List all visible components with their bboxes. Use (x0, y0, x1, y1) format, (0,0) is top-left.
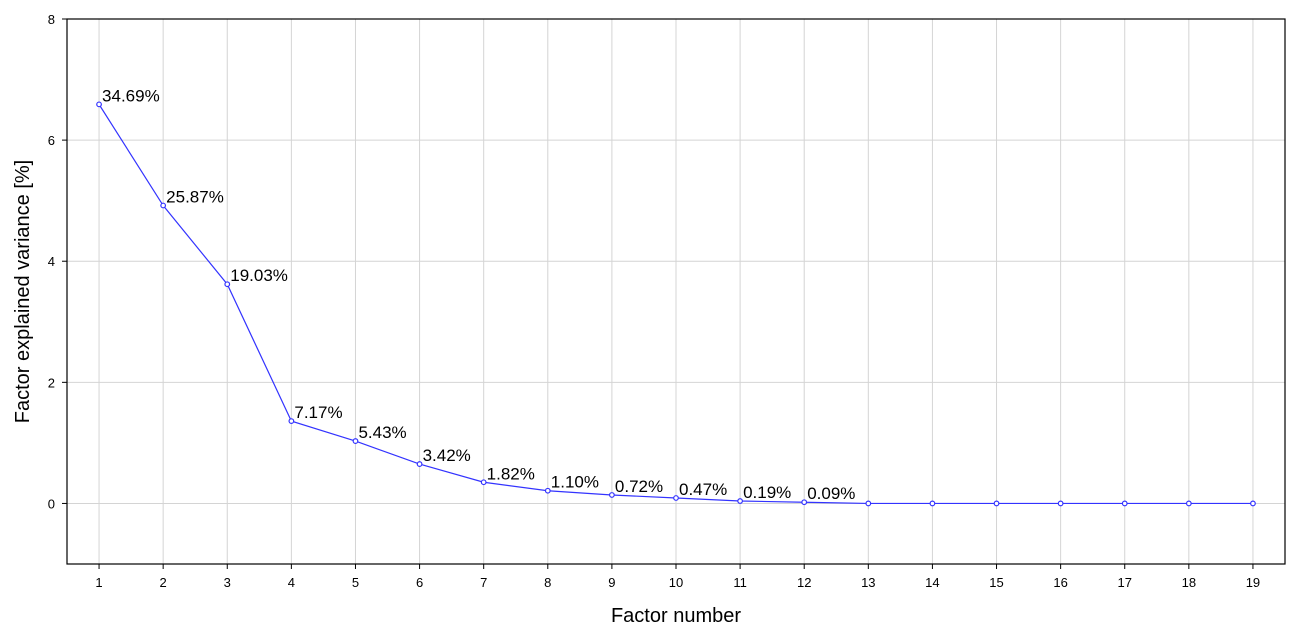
y-tick-label: 0 (48, 496, 55, 511)
data-label: 25.87% (166, 188, 224, 207)
x-tick-label: 9 (608, 575, 615, 590)
x-tick-label: 14 (925, 575, 939, 590)
data-point (1121, 500, 1128, 507)
data-point (224, 281, 231, 288)
x-tick-label: 2 (160, 575, 167, 590)
data-label: 0.47% (679, 480, 727, 499)
data-point (1057, 500, 1064, 507)
x-axis-ticks: 1 2 3 4 5 6 7 8 9 10 11 12 13 14 15 16 17 18 19 (95, 564, 1260, 590)
data-point (608, 492, 615, 498)
data-point (416, 461, 423, 467)
y-axis-ticks: 0 2 4 6 8 (48, 12, 67, 511)
data-label: 1.10% (551, 473, 599, 492)
x-tick-label: 8 (544, 575, 551, 590)
data-point (673, 495, 679, 501)
data-label: 0.09% (807, 484, 855, 503)
data-point (544, 487, 551, 494)
x-tick-label: 15 (989, 575, 1003, 590)
data-label: 0.19% (743, 483, 791, 502)
x-tick-label: 4 (288, 575, 295, 590)
x-tick-label: 10 (669, 575, 683, 590)
data-point (1185, 500, 1192, 507)
x-tick-label: 7 (480, 575, 487, 590)
x-tick-label: 17 (1118, 575, 1132, 590)
data-point (480, 479, 487, 486)
data-point (929, 500, 936, 507)
y-tick-label: 8 (48, 12, 55, 27)
x-tick-label: 12 (797, 575, 811, 590)
data-point (288, 418, 295, 424)
data-label: 3.42% (423, 446, 471, 465)
x-tick-label: 18 (1182, 575, 1196, 590)
data-label: 7.17% (294, 403, 342, 422)
grid-lines (67, 18, 1285, 564)
x-tick-label: 6 (416, 575, 423, 590)
data-label: 5.43% (358, 423, 406, 442)
data-point (993, 500, 1000, 507)
data-point (352, 438, 359, 444)
data-point (865, 500, 872, 507)
x-tick-label: 1 (95, 575, 102, 590)
x-tick-label: 3 (224, 575, 231, 590)
plot-frame (66, 18, 1286, 565)
x-tick-label: 5 (352, 575, 359, 590)
data-point (96, 101, 102, 108)
x-tick-label: 13 (861, 575, 875, 590)
data-label: 1.82% (487, 464, 535, 483)
data-point (737, 498, 744, 504)
x-tick-label: 16 (1053, 575, 1067, 590)
data-points (96, 101, 1256, 507)
x-axis-title: Factor number (611, 605, 741, 627)
y-tick-label: 4 (48, 254, 55, 269)
data-point (1250, 500, 1256, 507)
data-point (160, 202, 167, 209)
y-axis-title: Factor explained variance [%] (12, 160, 34, 423)
data-label: 0.72% (615, 477, 663, 496)
data-label: 19.03% (230, 266, 288, 285)
data-point (801, 499, 808, 506)
x-tick-label: 11 (733, 575, 747, 590)
x-tick-label: 19 (1246, 575, 1260, 590)
data-labels: 34.69% 25.87% 19.03% 7.17% 5.43% 3.42% 1.82% 1.… (102, 86, 855, 503)
data-label: 34.69% (102, 86, 160, 105)
y-tick-label: 2 (48, 375, 55, 390)
y-tick-label: 6 (48, 133, 55, 148)
